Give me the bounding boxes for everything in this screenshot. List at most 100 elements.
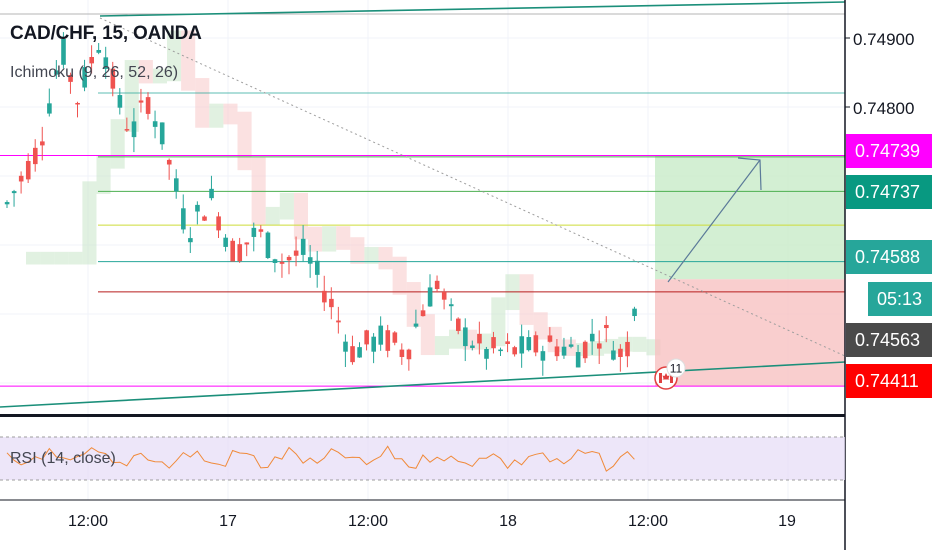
trendline-resistance <box>99 1 846 17</box>
ichimoku-cloud-segment <box>54 251 69 265</box>
time-tick: 17 <box>219 513 237 530</box>
time-tick: 19 <box>778 513 796 530</box>
trendline-support <box>0 361 846 408</box>
candle-body <box>456 318 461 331</box>
ichimoku-cloud-segment <box>68 251 83 265</box>
candle-body <box>174 178 179 192</box>
ichimoku-cloud-segment <box>265 206 280 226</box>
candle-body <box>138 100 144 103</box>
candle-body <box>223 237 228 247</box>
candle-body <box>589 333 595 342</box>
candle-body <box>159 122 165 145</box>
candle-body <box>582 341 588 359</box>
candle-body <box>618 348 623 357</box>
candle-body <box>371 336 376 352</box>
candle-body <box>216 216 221 231</box>
candle-body <box>329 298 334 308</box>
candle-body <box>166 159 172 165</box>
rsi-line <box>6 445 635 472</box>
price-badge-dark: 0.74563 <box>846 323 932 357</box>
candle-body <box>470 345 475 348</box>
candle-body <box>61 38 66 65</box>
ichimoku-cloud-segment <box>322 226 337 252</box>
candle-body <box>96 49 102 53</box>
candle-body <box>533 335 539 353</box>
candle-body <box>286 256 292 261</box>
candle-body <box>406 349 412 360</box>
candle-body <box>117 95 123 108</box>
candle-body <box>597 343 602 349</box>
ichimoku-cloud-segment <box>434 336 449 356</box>
ichimoku-cloud-segment <box>449 329 464 349</box>
candle-body <box>230 240 235 262</box>
economic-event-marker[interactable]: 11 <box>652 356 686 390</box>
projection-arrow-head <box>737 157 762 191</box>
candle-body <box>152 121 158 127</box>
candle-body <box>188 238 193 243</box>
candle-body <box>568 344 574 347</box>
price-badge-magenta: 0.74739 <box>846 134 932 168</box>
candle-body <box>279 261 285 264</box>
ichimoku-cloud-segment <box>420 314 435 356</box>
candle-body <box>441 292 447 300</box>
candle-body <box>33 147 38 165</box>
candle-body <box>293 250 299 256</box>
ichimoku-cloud-segment <box>181 30 196 91</box>
countdown-badge: 05:13 <box>868 282 932 316</box>
candle-body <box>251 227 257 237</box>
candle-body <box>378 325 384 345</box>
candle-body <box>124 129 130 131</box>
price-badge-green: 0.74737 <box>846 175 932 209</box>
candle-body <box>477 333 482 344</box>
candle-body <box>413 323 419 327</box>
candle-body <box>463 327 468 347</box>
candle-body <box>202 216 207 221</box>
candle-body <box>448 304 454 307</box>
candle-body <box>575 352 581 368</box>
ichimoku-cloud-segment <box>293 192 308 240</box>
candle-body <box>103 57 109 69</box>
candle-body <box>505 341 510 344</box>
last-price-badge: 0.74588 <box>846 240 932 274</box>
ichimoku-cloud-segment <box>632 336 647 352</box>
ichimoku-cloud-segment <box>110 119 125 169</box>
candle-body <box>392 332 398 343</box>
candle-body <box>498 349 503 352</box>
candle-body <box>512 347 517 355</box>
price-badge-red: 0.74411 <box>846 364 932 398</box>
ichimoku-cloud-segment <box>547 326 562 353</box>
ichimoku-cloud-segment <box>336 226 351 250</box>
ichimoku-cloud-segment <box>519 274 534 325</box>
candle-body <box>145 97 151 114</box>
candle-body <box>554 346 560 357</box>
candle-body <box>25 160 31 180</box>
candle-body <box>237 244 243 262</box>
candle-body <box>265 232 271 259</box>
candle-body <box>110 68 116 89</box>
candle-body <box>300 238 306 255</box>
ichimoku-cloud-segment <box>350 237 365 264</box>
trendline-dotted <box>99 17 846 357</box>
ichimoku-cloud-segment <box>209 103 224 128</box>
position-stop-zone <box>655 279 845 387</box>
candle-body <box>540 351 546 361</box>
candle-body <box>4 202 10 205</box>
candle-body <box>491 337 496 349</box>
candle-body <box>75 102 80 105</box>
candle-body <box>322 290 327 303</box>
candle-body <box>11 191 17 194</box>
ichimoku-cloud-segment <box>378 247 393 270</box>
candle-body <box>427 287 433 307</box>
time-tick: 12:00 <box>67 513 109 530</box>
ichimoku-cloud-segment <box>167 30 182 82</box>
candle-body <box>561 346 567 356</box>
candle-body <box>272 259 278 264</box>
ichimoku-cloud-segment <box>82 181 97 265</box>
ichimoku-cloud-segment <box>364 247 379 264</box>
candle-body <box>484 348 489 359</box>
candle-body <box>364 330 369 345</box>
ichimoku-cloud-segment <box>195 78 210 128</box>
time-tick: 12:00 <box>347 513 389 530</box>
position-target-zone <box>655 155 845 280</box>
